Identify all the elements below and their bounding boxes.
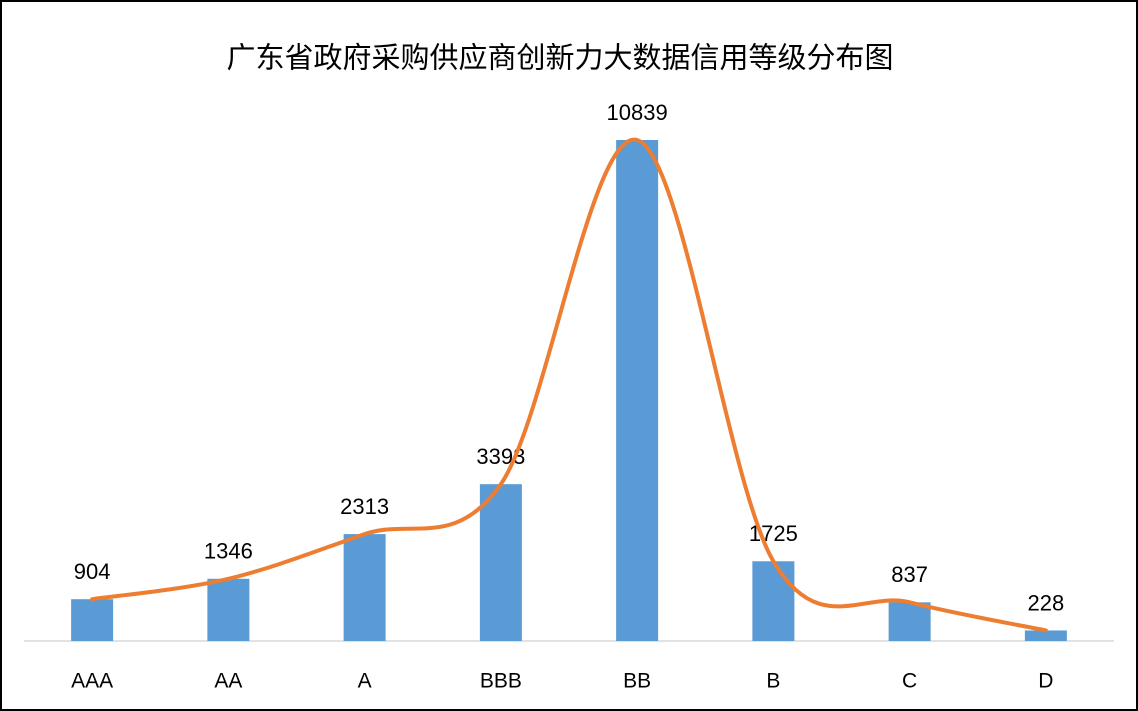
bar xyxy=(1024,630,1067,641)
data-label: 228 xyxy=(1028,590,1065,615)
bar xyxy=(343,534,386,641)
chart-title: 广东省政府采购供应商创新力大数据信用等级分布图 xyxy=(226,42,893,75)
x-tick-label: D xyxy=(1038,670,1053,693)
bar xyxy=(752,561,795,641)
data-label: 2313 xyxy=(340,494,389,519)
x-tick-label: BB xyxy=(623,670,651,693)
bar xyxy=(616,140,659,641)
bar xyxy=(71,599,114,641)
trend-line xyxy=(90,137,1048,633)
bar xyxy=(207,578,250,641)
bar xyxy=(888,602,931,641)
x-tick-label: AA xyxy=(214,670,242,693)
x-tick-label: BBB xyxy=(480,670,522,693)
data-label: 904 xyxy=(74,559,111,584)
data-label: 1346 xyxy=(204,539,253,564)
x-tick-label: B xyxy=(766,670,780,693)
x-tick-label: AAA xyxy=(71,670,113,693)
data-label: 10839 xyxy=(607,100,668,125)
x-tick-label: C xyxy=(902,670,917,693)
data-label: 837 xyxy=(891,562,928,587)
x-tick-label: A xyxy=(358,670,372,693)
bar xyxy=(479,484,522,641)
